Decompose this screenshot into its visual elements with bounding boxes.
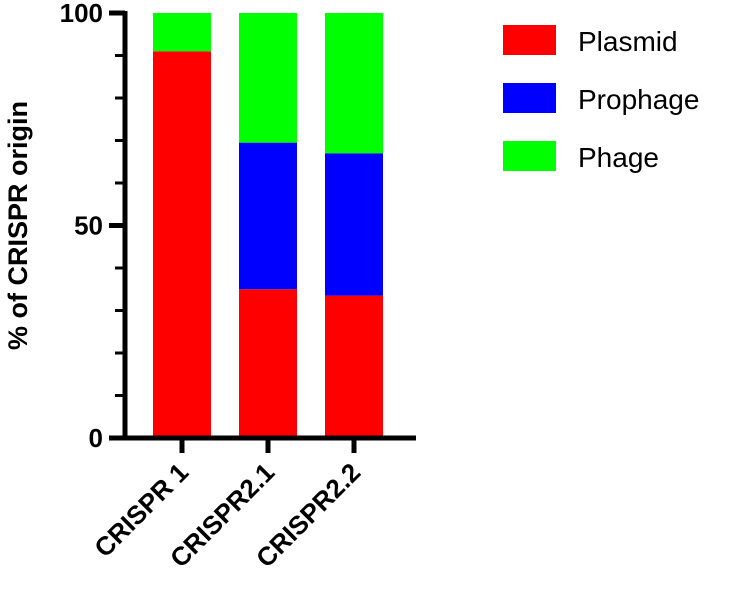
- bar-phage-3: [325, 13, 383, 154]
- bar-plasmid-2: [239, 289, 297, 438]
- bar-phage-2: [239, 13, 297, 143]
- axes-layer: [109, 10, 416, 453]
- bar-phage-1: [153, 13, 211, 52]
- legend-label-phage: Phage: [578, 142, 659, 173]
- legend: Plasmid Prophage Phage: [503, 25, 699, 173]
- bar-plasmid-1: [153, 51, 211, 438]
- y-tick-label: 0: [89, 423, 103, 453]
- bar-prophage-3: [325, 153, 383, 296]
- bar-plasmid-3: [325, 295, 383, 438]
- legend-label-plasmid: Plasmid: [578, 26, 678, 57]
- legend-swatch-plasmid: [503, 25, 556, 55]
- legend-label-prophage: Prophage: [578, 84, 699, 115]
- y-tick-label: 50: [74, 211, 103, 241]
- legend-swatch-prophage: [503, 83, 556, 113]
- bar-prophage-2: [239, 142, 297, 290]
- y-axis-label: % of CRISPR origin: [3, 101, 33, 350]
- legend-swatch-phage: [503, 141, 556, 171]
- y-tick-label: 100: [60, 0, 103, 28]
- bars-layer: [153, 13, 383, 438]
